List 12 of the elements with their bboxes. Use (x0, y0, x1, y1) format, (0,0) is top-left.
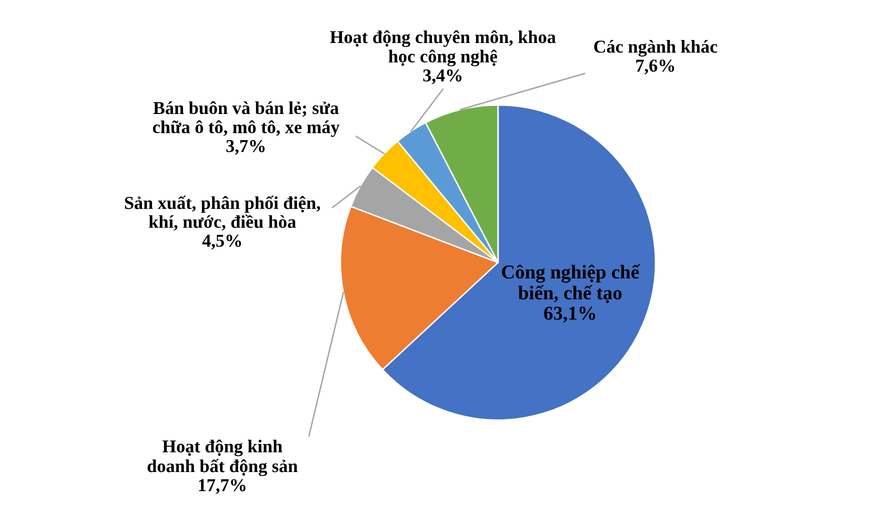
slice-label: Hoạt động kinh doanh bất động sản (148, 440, 298, 476)
data-label: 3,7% (226, 140, 265, 155)
data-label: 17,7% (198, 479, 246, 494)
slice-label: Sản xuất, phân phối điện, khí, nước, điều hòa (124, 196, 320, 231)
slice-label: Bán buôn và bán lẻ; sửa chữa ô tô, mô tô, xe máy (152, 101, 340, 137)
data-label: 63,1% (544, 306, 596, 323)
slice-label: Công nghiệp chế biến, chế tạo (502, 264, 640, 304)
data-label: 7,6% (636, 60, 674, 74)
slice-label: Hoạt động chuyên môn, khoa học công nghệ (330, 30, 556, 66)
slice-label: Các ngành khác (594, 40, 718, 57)
data-label: 4,5% (202, 234, 241, 250)
data-label: 3,4% (423, 69, 462, 84)
